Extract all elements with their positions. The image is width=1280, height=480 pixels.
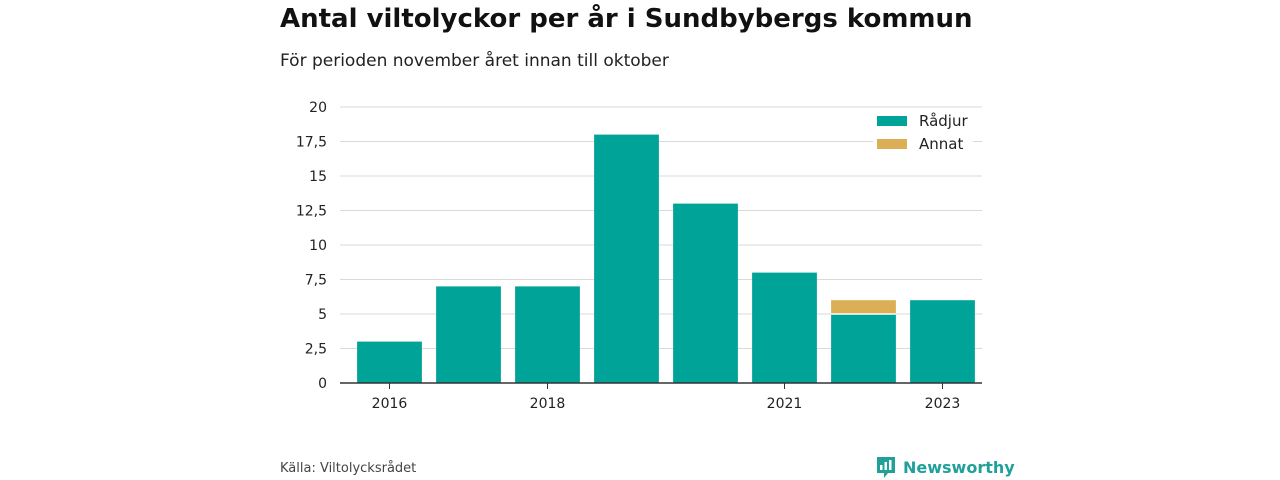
bar xyxy=(831,300,896,314)
legend-swatch xyxy=(877,116,907,126)
legend: Rådjur Annat xyxy=(873,108,973,158)
chart-subtitle: För perioden november året innan till ok… xyxy=(280,51,669,71)
bar xyxy=(594,134,659,383)
y-tick-label: 15 xyxy=(309,169,327,185)
legend-label: Rådjur xyxy=(919,112,968,130)
y-tick-label: 0 xyxy=(318,376,327,392)
y-tick-label: 2,5 xyxy=(305,342,327,358)
y-tick-label: 10 xyxy=(309,238,327,254)
y-tick-label: 5 xyxy=(318,307,327,323)
chart-title: Antal viltolyckor per år i Sundbybergs k… xyxy=(280,4,973,34)
bar xyxy=(831,314,896,383)
x-tick-label: 2018 xyxy=(530,396,566,412)
axes: 0 2,5 5 7,5 10 12,5 15 17,5 20 2016 2018 2021 2023 xyxy=(296,100,982,412)
y-tick-label: 7,5 xyxy=(305,273,327,289)
x-tick-label: 2021 xyxy=(767,396,803,412)
bar xyxy=(357,341,422,383)
bar xyxy=(910,300,975,383)
y-tick-label: 20 xyxy=(309,100,327,116)
y-tick-label: 17,5 xyxy=(296,135,327,151)
brand-logo: Newsworthy xyxy=(875,455,1015,479)
bars xyxy=(357,134,975,383)
x-tick-label: 2016 xyxy=(372,396,408,412)
bar xyxy=(752,272,817,383)
y-tick-label: 12,5 xyxy=(296,204,327,220)
brand-name: Newsworthy xyxy=(903,457,1015,477)
bar xyxy=(515,286,580,383)
legend-label: Annat xyxy=(919,135,963,153)
x-tick-label: 2023 xyxy=(925,396,961,412)
legend-swatch xyxy=(877,139,907,149)
bar xyxy=(673,203,738,383)
bar xyxy=(436,286,501,383)
source-note: Källa: Viltolycksrådet xyxy=(280,461,417,476)
newsworthy-logo-icon xyxy=(877,457,895,478)
